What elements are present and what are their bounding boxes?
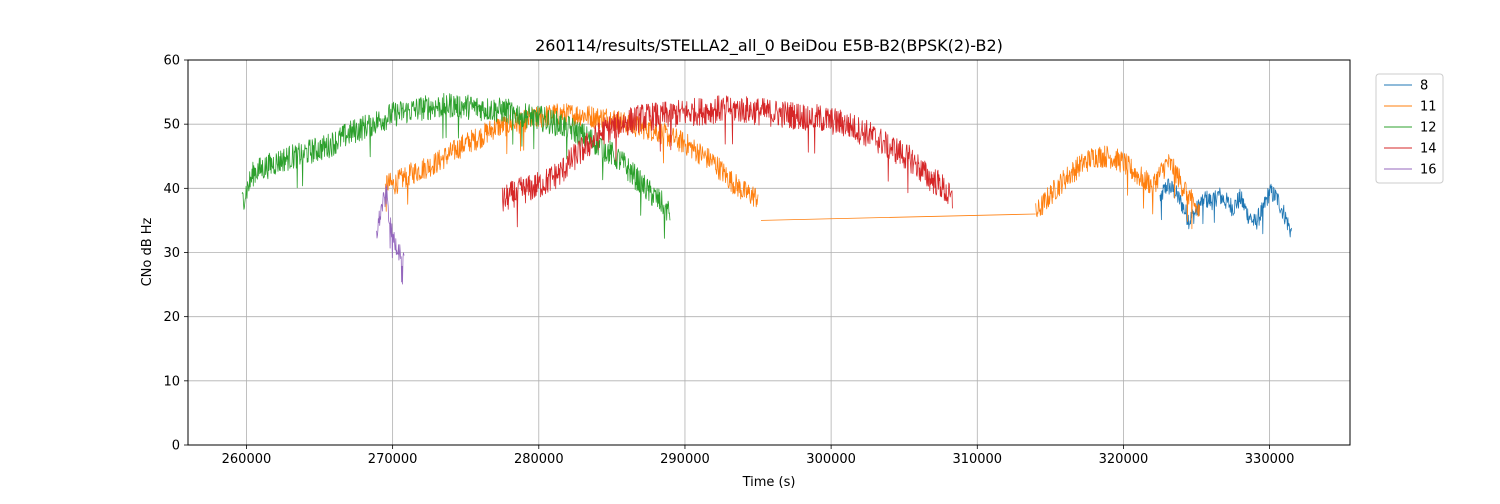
legend-box — [1375, 73, 1444, 184]
x-tick-label: 310000 — [952, 452, 1002, 467]
series-line-8 — [1159, 178, 1292, 238]
series-line-12 — [241, 93, 671, 239]
x-tick-label: 270000 — [368, 452, 418, 467]
x-tick-label: 330000 — [1245, 452, 1295, 467]
legend-label-16: 16 — [1420, 163, 1437, 178]
legend-label-14: 14 — [1420, 142, 1437, 157]
x-tick-label: 300000 — [806, 452, 856, 467]
chart-title: 260114/results/STELLA2_all_0 BeiDou E5B-… — [535, 36, 1003, 56]
series-lines — [241, 93, 1292, 285]
axis-ticks: 260000 270000 280000 290000 300000 310000 3200… — [163, 54, 1294, 468]
series-line-11 — [760, 213, 1036, 221]
legend-label-12: 12 — [1420, 121, 1437, 136]
y-tick-label: 10 — [163, 374, 180, 389]
y-tick-label: 30 — [163, 246, 180, 261]
series-line-11 — [1035, 145, 1200, 230]
x-tick-label: 320000 — [1099, 452, 1149, 467]
x-axis-title: Time (s) — [742, 475, 796, 490]
legend: 8 11 12 14 16 — [1375, 73, 1444, 184]
y-axis-title: CNo dB Hz — [140, 217, 155, 286]
y-tick-label: 60 — [163, 54, 180, 69]
y-tick-label: 20 — [163, 310, 180, 325]
legend-label-11: 11 — [1420, 100, 1437, 115]
y-tick-label: 0 — [172, 439, 180, 454]
series-line-11 — [384, 103, 759, 212]
x-tick-label: 280000 — [514, 452, 564, 467]
y-tick-label: 50 — [163, 118, 180, 133]
series-line-14 — [501, 95, 953, 228]
x-tick-label: 260000 — [222, 452, 272, 467]
y-tick-label: 40 — [163, 182, 180, 197]
legend-label-8: 8 — [1420, 79, 1428, 94]
x-tick-label: 290000 — [660, 452, 710, 467]
series-line-16 — [376, 184, 405, 285]
